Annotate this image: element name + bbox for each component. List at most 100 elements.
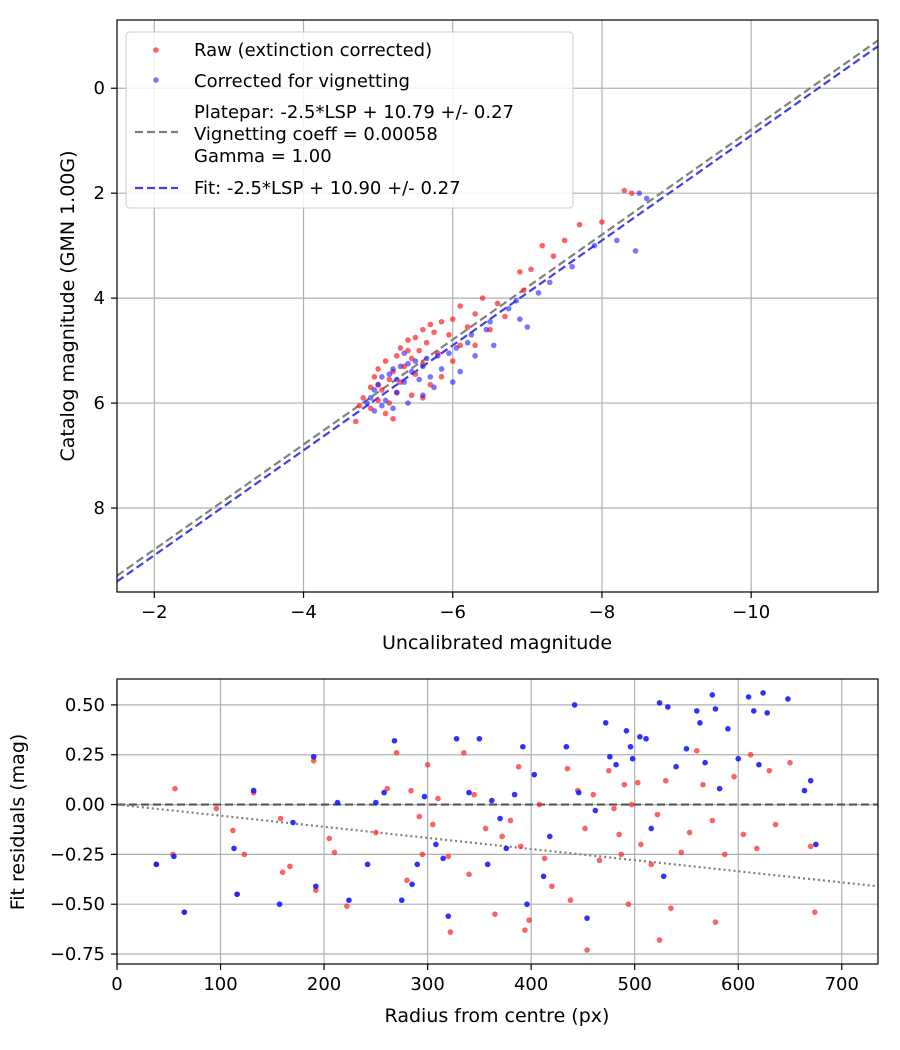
corrected-point bbox=[569, 263, 575, 270]
raw-point bbox=[331, 849, 338, 856]
corrected-point bbox=[575, 789, 582, 796]
corrected-point bbox=[420, 363, 426, 370]
bottom-y-ticks: −0.75 −0.50 −0.25 0.00 0.25 0.50 bbox=[50, 695, 117, 965]
corrected-point bbox=[483, 326, 490, 333]
raw-point bbox=[528, 266, 534, 273]
raw-point bbox=[312, 887, 319, 894]
raw-point bbox=[567, 897, 574, 904]
raw-point bbox=[449, 358, 456, 364]
corrected-point bbox=[364, 400, 370, 406]
x-tick-label: 0 bbox=[111, 974, 122, 995]
top-x-ticks: −2 −4 −6 −8 −10 bbox=[141, 592, 770, 623]
fit-line bbox=[117, 45, 878, 583]
raw-point bbox=[678, 849, 685, 856]
corrected-point bbox=[563, 743, 570, 750]
corrected-point bbox=[505, 305, 512, 312]
raw-point bbox=[438, 374, 445, 380]
raw-point bbox=[584, 947, 590, 953]
raw-point bbox=[564, 765, 571, 772]
corrected-point bbox=[420, 392, 426, 399]
bottom-scatter-points bbox=[153, 690, 819, 953]
raw-point bbox=[386, 376, 393, 383]
corrected-point bbox=[487, 318, 493, 325]
corrected-point bbox=[511, 791, 518, 798]
raw-point bbox=[420, 326, 426, 333]
corrected-point bbox=[433, 841, 439, 848]
raw-point bbox=[446, 332, 452, 338]
raw-point bbox=[621, 781, 628, 788]
raw-point bbox=[492, 911, 498, 917]
corrected-point bbox=[405, 360, 411, 367]
raw-point bbox=[686, 829, 693, 836]
corrected-point bbox=[440, 855, 446, 862]
x-tick-label: 400 bbox=[514, 974, 548, 995]
corrected-point bbox=[524, 324, 531, 330]
raw-point bbox=[356, 402, 363, 409]
corrected-point bbox=[401, 379, 408, 385]
raw-point bbox=[502, 313, 508, 320]
corrected-point bbox=[409, 881, 415, 888]
raw-point bbox=[230, 827, 236, 834]
legend-box bbox=[125, 31, 574, 209]
raw-point bbox=[427, 321, 434, 328]
residuals-plot: 0 100 200 300 400 500 600 700 −0.75 −0.50 −0.25 0.… bbox=[7, 678, 879, 1027]
raw-point bbox=[526, 917, 532, 923]
corrected-point bbox=[393, 389, 400, 396]
corrected-point bbox=[449, 379, 456, 385]
corrected-point bbox=[472, 353, 478, 359]
raw-point bbox=[360, 395, 367, 401]
corrected-point bbox=[446, 350, 452, 357]
raw-point bbox=[576, 221, 583, 228]
corrected-point bbox=[476, 735, 483, 742]
corrected-point bbox=[310, 753, 317, 760]
raw-point bbox=[424, 761, 431, 768]
corrected-point bbox=[390, 405, 396, 412]
corrected-point bbox=[540, 873, 547, 880]
raw-point bbox=[408, 787, 414, 794]
raw-point bbox=[431, 329, 437, 336]
raw-point bbox=[371, 374, 378, 380]
corrected-point bbox=[466, 789, 472, 796]
y-tick-label: 6 bbox=[94, 393, 105, 414]
raw-point bbox=[517, 269, 523, 275]
corrected-point bbox=[438, 366, 445, 372]
raw-point bbox=[277, 815, 284, 822]
raw-point bbox=[397, 345, 404, 351]
corrected-point bbox=[367, 395, 374, 401]
corrected-point bbox=[591, 242, 598, 249]
raw-point bbox=[416, 347, 422, 354]
x-tick-label: 300 bbox=[410, 974, 444, 995]
corrected-point bbox=[445, 913, 452, 919]
raw-point bbox=[375, 397, 381, 404]
raw-point bbox=[628, 801, 635, 808]
corrected-point bbox=[760, 690, 766, 696]
corrected-point bbox=[745, 694, 752, 700]
raw-point bbox=[787, 759, 793, 766]
corrected-point bbox=[276, 901, 283, 908]
corrected-point bbox=[636, 190, 643, 196]
raw-point bbox=[709, 817, 716, 824]
corrected-point bbox=[546, 833, 553, 840]
corrected-point bbox=[386, 371, 393, 378]
x-tick-label: 500 bbox=[618, 974, 652, 995]
corrected-point bbox=[435, 353, 441, 359]
raw-point bbox=[561, 237, 568, 244]
corrected-point bbox=[524, 901, 530, 908]
corrected-point bbox=[683, 745, 690, 752]
legend-corrected-label: Corrected for vignetting bbox=[194, 71, 410, 92]
raw-point bbox=[429, 821, 436, 828]
raw-point bbox=[582, 825, 588, 832]
top-fit-lines bbox=[117, 39, 878, 583]
raw-point bbox=[445, 853, 452, 860]
raw-point bbox=[694, 747, 700, 754]
y-tick-label: 0.50 bbox=[65, 695, 105, 716]
raw-point bbox=[393, 749, 400, 756]
corrected-point bbox=[393, 376, 400, 383]
corrected-point bbox=[673, 763, 679, 770]
corrected-point bbox=[503, 845, 510, 852]
legend-platepar-label: Platepar: -2.5*LSP + 10.79 +/- 0.27 bbox=[194, 102, 514, 123]
top-legend: Raw (extinction corrected) Corrected for… bbox=[125, 31, 574, 209]
corrected-point bbox=[643, 735, 649, 742]
raw-point bbox=[172, 785, 178, 792]
raw-point bbox=[423, 339, 430, 346]
